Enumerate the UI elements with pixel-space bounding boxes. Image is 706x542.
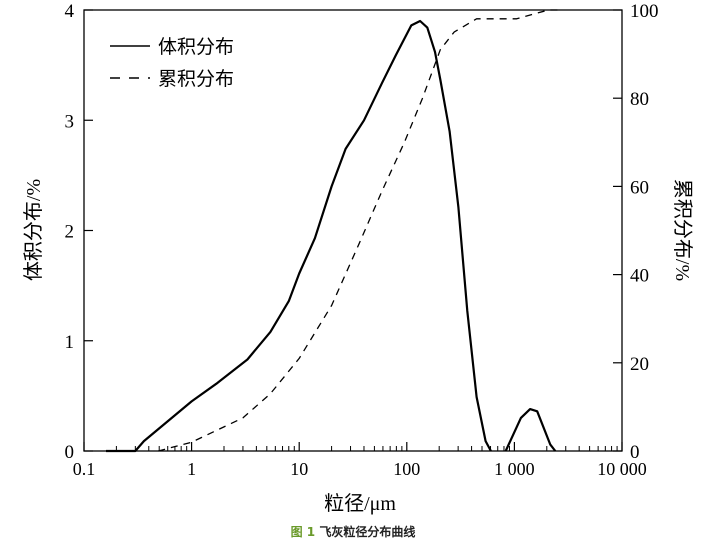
y2-tick-label: 20 — [630, 354, 649, 375]
legend: 体积分布 累积分布 — [110, 36, 234, 90]
figure-caption: 图 1 飞灰粒径分布曲线 — [0, 523, 706, 540]
x-tick-label: 100 — [393, 459, 420, 479]
y-tick-label: 0 — [65, 442, 75, 463]
series-line-volume — [106, 19, 492, 453]
y2-tick-label: 60 — [630, 177, 649, 198]
y-tick-label: 2 — [65, 222, 75, 243]
legend-label-volume: 体积分布 — [158, 36, 234, 58]
x-tick-label: 0.1 — [73, 459, 96, 479]
y2-tick-label: 40 — [630, 266, 649, 287]
x-tick-label: 10 000 — [597, 459, 647, 479]
y-tick-label: 3 — [65, 111, 75, 132]
series-line-volume — [504, 408, 557, 452]
y-tick-label: 1 — [65, 332, 75, 353]
x-tick-label: 1 000 — [494, 459, 535, 479]
x-axis-label: 粒径/μm — [324, 492, 396, 515]
series-line-cumulative — [158, 9, 561, 452]
y2-tick-label: 80 — [630, 89, 649, 110]
x-tick-label: 10 — [290, 459, 308, 479]
y-axis-label-right: 累积分布/% — [671, 179, 694, 281]
y-tick-label: 4 — [65, 1, 75, 22]
y2-tick-label: 100 — [630, 1, 659, 22]
y-axis-label-left: 体积分布/% — [22, 179, 45, 281]
caption-text: 飞灰粒径分布曲线 — [319, 525, 416, 539]
x-tick-label: 1 — [187, 459, 196, 479]
legend-label-cumulative: 累积分布 — [158, 68, 234, 90]
caption-label: 图 1 — [290, 525, 316, 539]
y2-tick-label: 0 — [630, 442, 640, 463]
